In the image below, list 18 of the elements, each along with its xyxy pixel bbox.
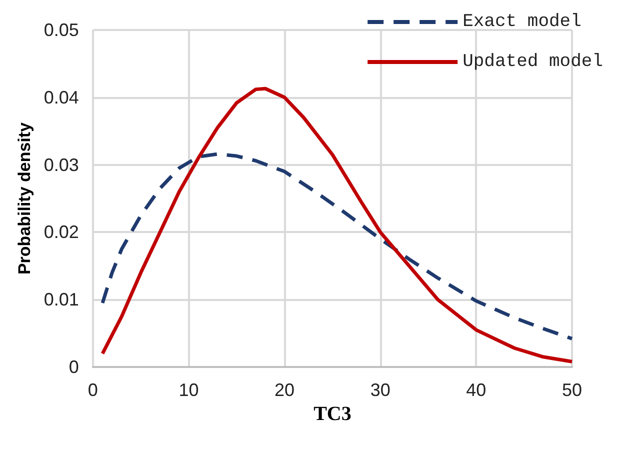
x-axis-title: TC3 (314, 402, 352, 425)
x-tick-label: 20 (274, 380, 295, 400)
y-tick-label: 0.05 (44, 20, 79, 40)
x-tick-label: 40 (466, 380, 486, 400)
x-tick-label: 30 (370, 380, 390, 400)
y-tick-label: 0.03 (44, 154, 79, 175)
y-tick-label: 0.02 (44, 222, 79, 242)
line-series (100, 86, 574, 364)
x-tick-label: 10 (178, 380, 199, 400)
y-tick-label: 0 (68, 357, 79, 377)
legend-label: Exact model (462, 12, 582, 32)
legend-label: Updated model (462, 52, 604, 72)
x-tick-label: 50 (562, 380, 582, 400)
y-axis-title: Probability density (15, 122, 34, 275)
y-tick-label: 0.01 (44, 290, 79, 310)
y-tick-label: 0.04 (44, 87, 79, 108)
x-tick-label: 0 (88, 380, 98, 400)
line-series (100, 152, 574, 340)
